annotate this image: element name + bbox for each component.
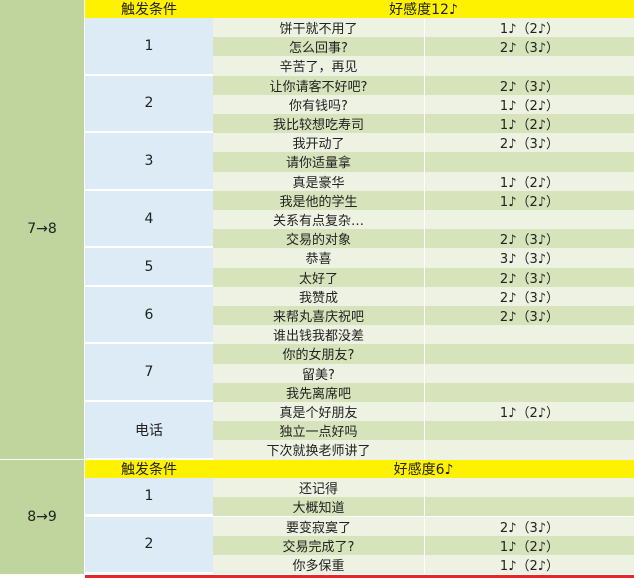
header-affection: 好感度12♪	[213, 0, 634, 18]
affection-value	[425, 363, 634, 383]
affection-value	[425, 210, 634, 230]
affection-value: 2♪（3♪）	[425, 37, 634, 57]
dialogue-option: 饼干就不用了	[213, 18, 425, 38]
dialogue-option: 关系有点复杂…	[213, 210, 425, 230]
trigger-condition: 2	[85, 516, 213, 575]
trigger-condition: 3	[85, 133, 213, 191]
dialogue-option: 我开动了	[213, 133, 425, 153]
affection-value: 2♪（3♪）	[425, 306, 634, 326]
affection-value: 3♪（3♪）	[425, 248, 634, 268]
dialogue-option: 真是豪华	[213, 171, 425, 191]
affection-value: 2♪（3♪）	[425, 229, 634, 249]
header-condition: 触发条件	[85, 460, 213, 479]
dialogue-option: 你的女朋友?	[213, 344, 425, 364]
trigger-condition: 5	[85, 248, 213, 287]
dialogue-option: 我比较想吃寿司	[213, 114, 425, 134]
dialogue-option: 下次就换老师讲了	[213, 440, 425, 460]
level-range: 7→8	[0, 0, 84, 459]
dialogue-option: 辛苦了，再见	[213, 56, 425, 76]
affection-value: 1♪（2♪）	[425, 554, 634, 575]
dialogue-option: 你有钱吗?	[213, 94, 425, 114]
affection-value	[425, 56, 634, 76]
dialogue-option: 我是他的学生	[213, 190, 425, 210]
affection-value: 2♪（3♪）	[425, 267, 634, 287]
affection-value: 1♪（2♪）	[425, 402, 634, 422]
affection-value	[425, 440, 634, 460]
affection-value: 1♪（2♪）	[425, 94, 634, 114]
dialogue-option: 我先离席吧	[213, 382, 425, 402]
dialogue-option: 交易完成了?	[213, 535, 425, 555]
affection-value: 1♪（2♪）	[425, 190, 634, 210]
affection-value: 1♪（2♪）	[425, 535, 634, 555]
bottom-red-line	[85, 575, 634, 578]
dialogue-option: 怎么回事?	[213, 37, 425, 57]
affection-value: 1♪（2♪）	[425, 171, 634, 191]
dialogue-option: 我赞成	[213, 286, 425, 306]
header-condition: 触发条件	[85, 0, 213, 18]
trigger-condition: 2	[85, 75, 213, 134]
dialogue-option: 真是个好朋友	[213, 402, 425, 422]
dialogue-option: 大概知道	[213, 497, 425, 517]
trigger-condition: 7	[85, 344, 213, 402]
affection-value	[425, 421, 634, 441]
dialogue-option: 留美?	[213, 363, 425, 383]
trigger-condition: 1	[85, 478, 213, 517]
affection-value: 2♪（3♪）	[425, 133, 634, 153]
dialogue-option: 要变寂寞了	[213, 516, 425, 536]
affection-value	[425, 152, 634, 172]
affection-value: 2♪（3♪）	[425, 286, 634, 306]
dialogue-option: 谁出钱我都没差	[213, 325, 425, 345]
trigger-condition: 6	[85, 286, 213, 345]
affection-value	[425, 325, 634, 345]
header-affection: 好感度6♪	[213, 460, 634, 479]
level-range: 8→9	[0, 460, 84, 575]
trigger-condition: 4	[85, 190, 213, 249]
trigger-condition: 电话	[85, 402, 213, 460]
affection-value	[425, 382, 634, 402]
dialogue-option: 让你请客不好吧?	[213, 75, 425, 95]
dialogue-option: 来帮丸喜庆祝吧	[213, 306, 425, 326]
affection-value: 1♪（2♪）	[425, 18, 634, 38]
dialogue-option: 请你适量拿	[213, 152, 425, 172]
dialogue-option: 独立一点好吗	[213, 421, 425, 441]
dialogue-option: 恭喜	[213, 248, 425, 268]
affection-value	[425, 478, 634, 498]
affection-value	[425, 344, 634, 364]
affection-value	[425, 497, 634, 517]
dialogue-option: 太好了	[213, 267, 425, 287]
dialogue-option: 还记得	[213, 478, 425, 498]
dialogue-option: 你多保重	[213, 554, 425, 575]
affection-value: 2♪（3♪）	[425, 75, 634, 95]
affection-value: 1♪（2♪）	[425, 114, 634, 134]
trigger-condition: 1	[85, 18, 213, 76]
dialogue-option: 交易的对象	[213, 229, 425, 249]
affection-value: 2♪（3♪）	[425, 516, 634, 536]
